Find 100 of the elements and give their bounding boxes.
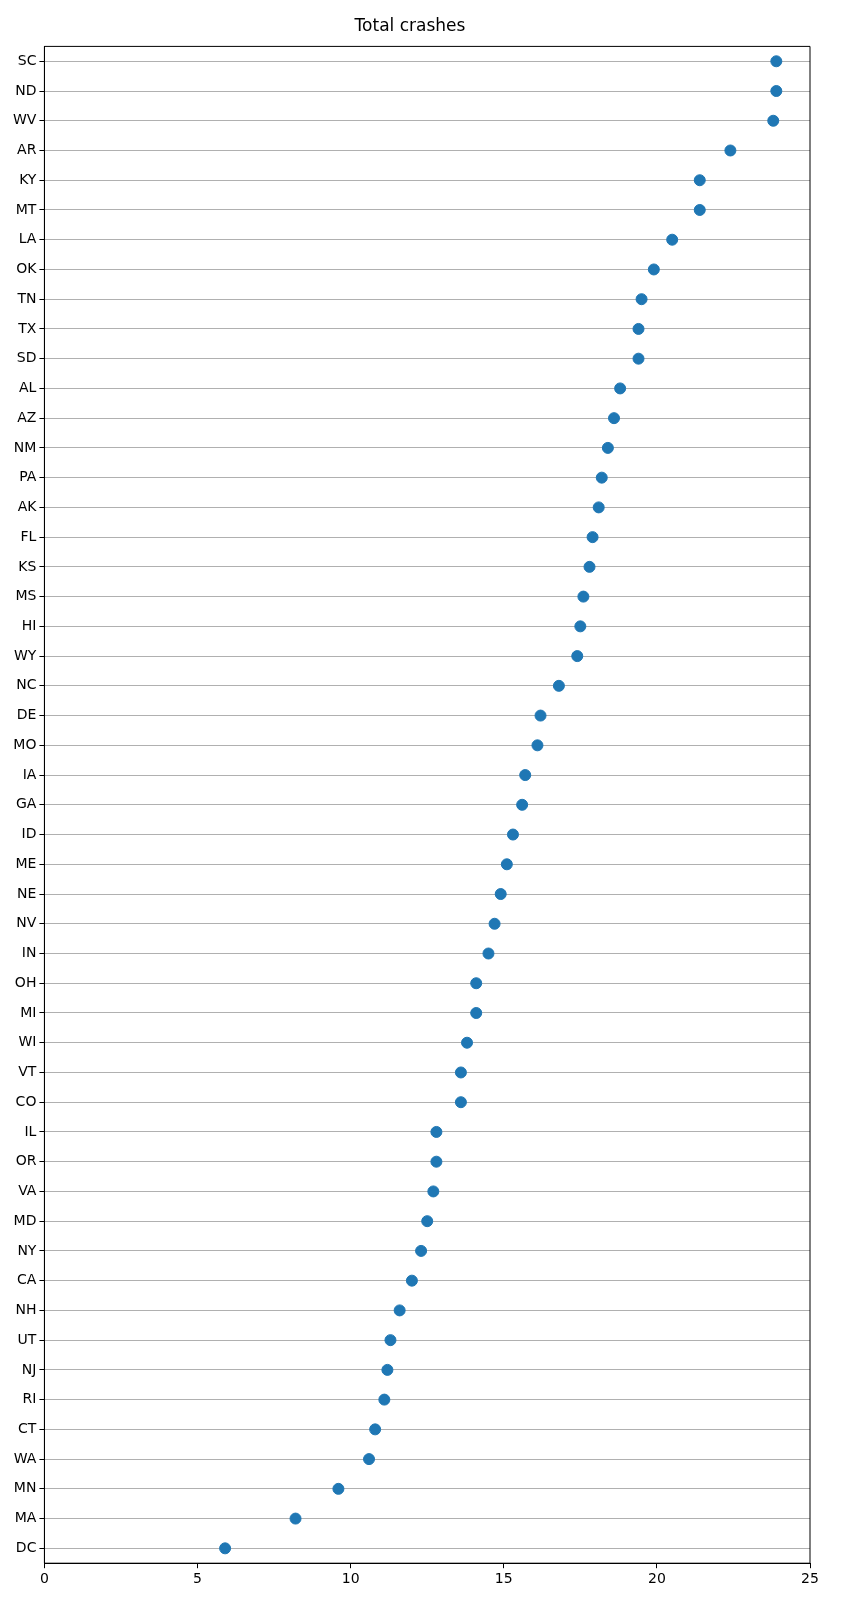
point [601, 441, 614, 454]
point [378, 1393, 391, 1406]
point [534, 709, 547, 722]
point [289, 1512, 302, 1525]
point [393, 1304, 406, 1317]
x-tick-label: 10 [341, 1570, 360, 1587]
chart-title: Total crashes [353, 14, 466, 35]
point [415, 1244, 428, 1257]
y-tick-label: ND [15, 81, 37, 98]
point [381, 1363, 394, 1376]
point [693, 203, 706, 216]
point [586, 531, 599, 544]
point [427, 1185, 440, 1198]
point [421, 1215, 434, 1228]
x-tick-label: 5 [193, 1570, 202, 1587]
y-tick-label: NV [16, 914, 37, 931]
y-tick-label: NY [17, 1241, 37, 1258]
y-tick-label: NM [13, 438, 37, 455]
x-tick-label: 25 [801, 1570, 819, 1587]
y-tick-label: NH [15, 1301, 37, 1318]
y-tick-label: WY [14, 646, 37, 663]
y-tick-label: ID [21, 825, 37, 842]
point [592, 501, 605, 514]
point [767, 114, 780, 127]
y-tick-label: VA [18, 1182, 37, 1199]
y-tick-label: SC [17, 51, 37, 68]
y-tick-label: AL [19, 379, 37, 396]
point [482, 947, 495, 960]
y-tick-label: MS [15, 587, 37, 604]
point [595, 471, 608, 484]
y-tick-label: MA [14, 1509, 37, 1526]
y-tick-label: KY [19, 170, 37, 187]
point [635, 293, 648, 306]
y-tick-label: KS [18, 557, 37, 574]
point [488, 917, 501, 930]
point [494, 888, 507, 901]
y-tick-label: IA [22, 765, 37, 782]
x-tick-label: 15 [494, 1570, 513, 1587]
point [770, 55, 783, 68]
y-tick-label: MO [13, 735, 37, 752]
point [724, 144, 737, 157]
point [500, 858, 513, 871]
point [770, 85, 783, 98]
y-tick-label: PA [19, 468, 37, 485]
y-tick-label: SD [16, 349, 37, 366]
y-tick-label: OK [16, 260, 38, 277]
y-tick-label: AK [17, 498, 38, 515]
y-tick-label: NC [16, 676, 37, 693]
y-tick-label: IN [21, 944, 37, 961]
x-tick-label: 0 [39, 1570, 49, 1587]
y-tick-label: TX [17, 319, 37, 336]
y-tick-label: OH [14, 973, 37, 990]
point [470, 977, 483, 990]
point [574, 620, 587, 633]
y-tick-label: MT [15, 200, 37, 217]
point [608, 412, 621, 425]
point [666, 233, 679, 246]
point [647, 263, 660, 276]
point [430, 1155, 443, 1168]
y-tick-label: CO [15, 1092, 37, 1109]
y-tick-label: RI [22, 1390, 37, 1407]
y-tick-label: NJ [21, 1360, 37, 1377]
point [332, 1482, 345, 1495]
point [693, 174, 706, 187]
y-tick-label: AZ [17, 408, 37, 425]
point [384, 1334, 397, 1347]
y-tick-label: WV [13, 111, 37, 128]
y-tick-label: WI [18, 1033, 37, 1050]
point [470, 1006, 483, 1019]
y-tick-label: VT [18, 1063, 37, 1080]
y-tick-label: MD [13, 1211, 37, 1228]
point [454, 1066, 467, 1079]
point [571, 650, 584, 663]
y-tick-label: UT [17, 1330, 37, 1347]
point [430, 1125, 443, 1138]
point [461, 1036, 474, 1049]
y-tick-label: IL [24, 1122, 37, 1139]
point [363, 1453, 376, 1466]
y-tick-label: MN [13, 1479, 37, 1496]
point [577, 590, 590, 603]
point [405, 1274, 418, 1287]
y-tick-label: GA [15, 795, 37, 812]
y-tick-label: HI [21, 616, 37, 633]
y-tick-label: DC [15, 1538, 37, 1555]
y-tick-label: OR [15, 1152, 37, 1169]
point [454, 1096, 467, 1109]
y-tick-label: NE [17, 884, 37, 901]
y-tick-label: WA [13, 1449, 37, 1466]
point [583, 560, 596, 573]
y-tick-label: TN [16, 289, 37, 306]
y-tick-label: CA [17, 1271, 37, 1288]
point [531, 739, 544, 752]
point [219, 1542, 232, 1555]
point [632, 322, 645, 335]
x-tick-label: 20 [647, 1570, 666, 1587]
y-tick-label: MI [20, 1003, 37, 1020]
point [516, 798, 529, 811]
point [614, 382, 627, 395]
y-tick-label: CT [18, 1420, 37, 1437]
point [519, 769, 532, 782]
